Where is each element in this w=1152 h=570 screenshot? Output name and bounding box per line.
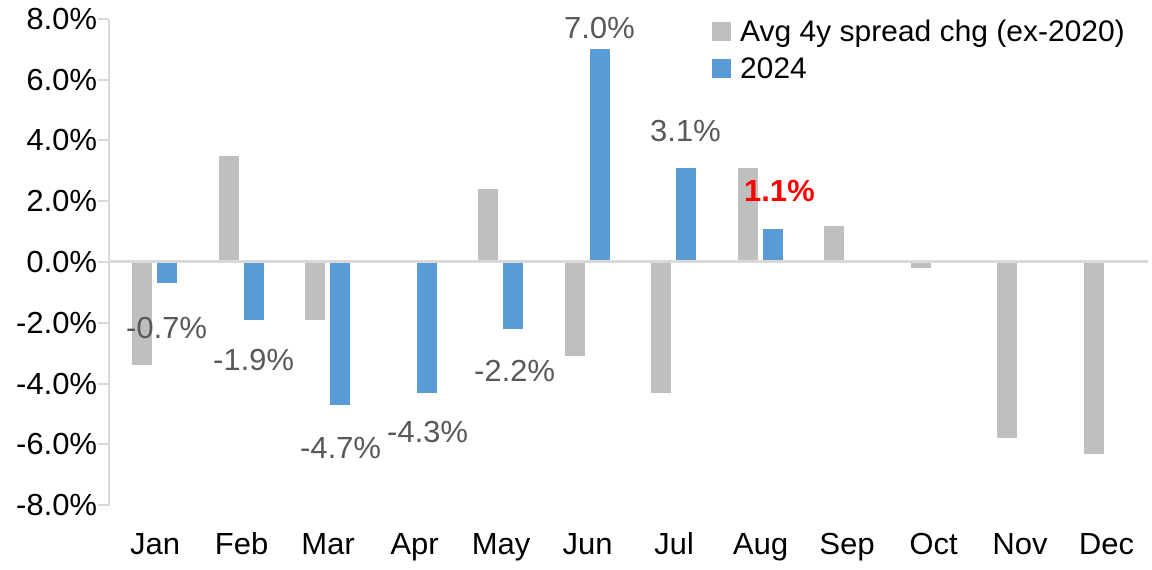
y-tick-label: 4.0% [26,122,97,158]
y-tick-label: 0.0% [26,244,97,279]
legend-label-2024: 2024 [740,51,807,85]
bar-2024-feb [243,262,264,320]
bar-avg-feb [218,155,239,262]
legend-swatch-gray [712,22,731,41]
month-label-apr: Apr [390,526,439,561]
y-tick [98,78,108,81]
bar-avg-jul [651,262,671,393]
bar-2024-may [503,262,523,329]
bar-avg-sep [824,225,844,262]
month-label-dec: Dec [1078,526,1135,561]
bar-2024-jun [589,49,610,262]
month-label-jan: Jan [130,526,180,561]
y-tick [98,17,108,20]
month-label-jun: Jun [562,526,613,561]
legend-swatch-blue [712,59,731,78]
y-tick [98,443,108,446]
bar-avg-aug [737,167,758,262]
y-tick-label: -4.0% [16,365,97,401]
month-label-nov: Nov [992,526,1048,561]
data-label-neg19: -1.9% [213,342,294,377]
bar-2024-jan [157,262,177,284]
data-label-neg07: -0.7% [126,310,207,345]
bar-avg-oct [910,262,931,269]
y-tick-label: -2.0% [16,304,97,340]
month-label-mar: Mar [301,526,355,561]
y-tick [98,321,108,324]
data-label-70: 7.0% [564,10,635,45]
bar-avg-may [478,189,498,262]
zero-gridline [108,260,1148,263]
legend-item-avg-4y-spread: Avg 4y spread chg (ex-2020) [712,13,1125,50]
data-label-11: 1.1% [744,173,815,208]
y-tick-label: -8.0% [16,487,97,523]
bar-2024-apr [416,262,437,393]
legend-label-avg-4y-spread: Avg 4y spread chg (ex-2020) [740,14,1125,48]
y-tick [98,139,108,142]
y-tick [98,200,108,203]
y-tick-label: 8.0% [26,0,97,36]
bar-avg-nov [997,262,1017,439]
legend-item-2024: 2024 [712,50,1125,87]
y-tick [98,382,108,385]
bar-avg-mar [305,262,325,320]
month-label-sep: Sep [819,526,875,561]
bar-avg-jun [564,262,585,357]
y-tick [98,504,108,507]
month-label-may: May [471,526,531,561]
bar-2024-jul [676,167,696,262]
bar-2024-mar [330,262,350,405]
y-tick [98,261,108,263]
data-label-neg43: -4.3% [387,414,468,449]
bar-avg-dec [1083,262,1104,454]
month-label-feb: Feb [214,526,269,561]
legend: Avg 4y spread chg (ex-2020) 2024 [712,13,1125,87]
data-label-neg47: -4.7% [300,430,381,465]
month-label-aug: Aug [732,526,789,561]
data-label-neg22: -2.2% [474,353,555,388]
data-label-31: 3.1% [650,113,721,148]
bar-2024-aug [762,228,783,262]
y-tick-label: 6.0% [26,61,97,97]
y-tick-label: -6.0% [16,426,97,462]
y-tick-label: 2.0% [26,183,97,219]
month-label-oct: Oct [909,526,958,561]
month-label-jul: Jul [654,526,694,561]
bar-avg-jan [132,262,152,366]
